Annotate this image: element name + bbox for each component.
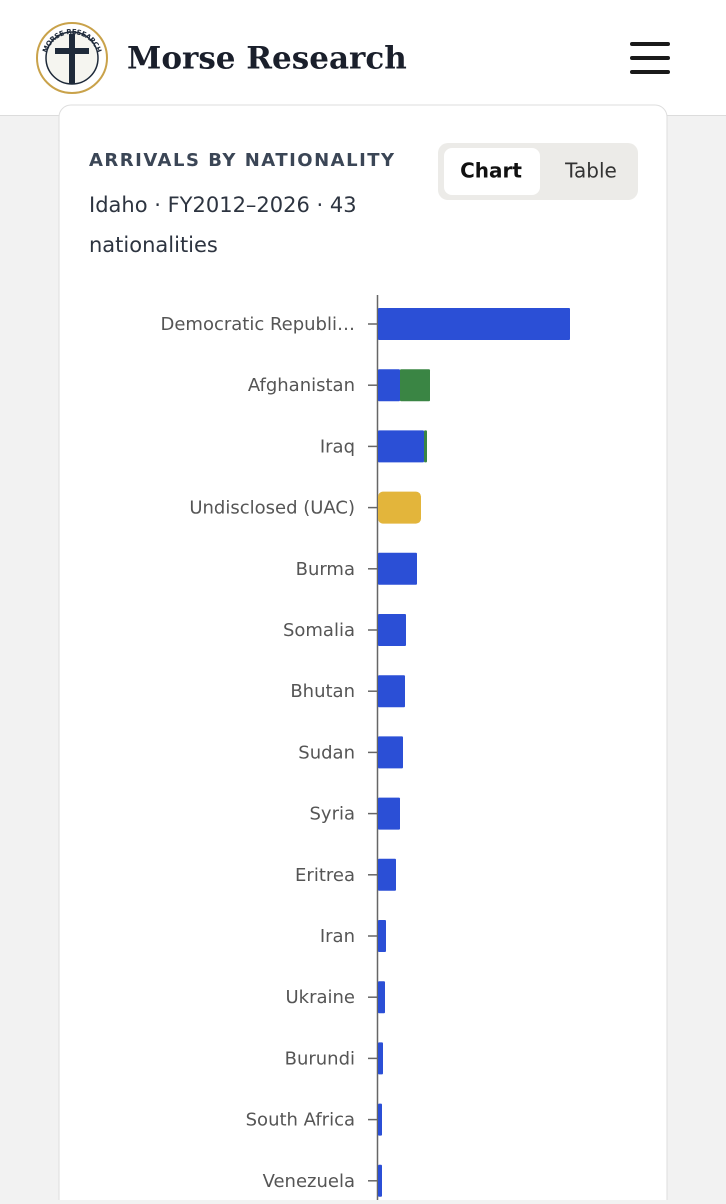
tab-active bbox=[444, 148, 540, 195]
bar bbox=[378, 858, 396, 891]
y-tick-label: Undisclosed (UAC) bbox=[189, 498, 355, 519]
y-tick-label: Democratic Republi… bbox=[160, 314, 355, 335]
logo-cross bbox=[55, 48, 89, 54]
bar bbox=[378, 614, 406, 646]
brand[interactable]: Morse Research bbox=[127, 41, 407, 77]
tab[interactable]: Table bbox=[564, 159, 617, 183]
bar bbox=[378, 920, 386, 952]
bar bbox=[378, 736, 403, 769]
y-tick-label: Afghanistan bbox=[248, 375, 355, 396]
tab[interactable]: Chart bbox=[460, 159, 522, 183]
bar bbox=[424, 430, 427, 463]
card bbox=[58, 104, 668, 1204]
bar bbox=[378, 981, 385, 1014]
bar bbox=[378, 1103, 382, 1136]
bar bbox=[378, 1164, 382, 1197]
y-tick-label: Sudan bbox=[298, 742, 355, 763]
menu-button[interactable] bbox=[630, 42, 670, 74]
logo[interactable]: MORSE RESEARCH bbox=[36, 22, 108, 94]
bar bbox=[378, 430, 424, 463]
y-tick-label: Bhutan bbox=[290, 681, 355, 702]
y-tick-label: Syria bbox=[309, 804, 355, 825]
bar bbox=[378, 491, 421, 524]
bar bbox=[378, 1042, 383, 1075]
logo-cross bbox=[69, 34, 75, 84]
y-tick-label: Ukraine bbox=[285, 987, 355, 1008]
y-tick-label: Burundi bbox=[285, 1048, 355, 1069]
y-tick-label: Iran bbox=[320, 926, 355, 947]
bar bbox=[378, 308, 570, 340]
y-tick-label: Burma bbox=[296, 559, 355, 580]
header bbox=[0, 0, 726, 115]
bar bbox=[378, 797, 400, 830]
bar bbox=[378, 369, 400, 402]
y-tick-label: Eritrea bbox=[295, 865, 355, 886]
chart-subtitle: Idaho · FY2012–2026 · 43 nationalities bbox=[89, 193, 357, 257]
bar bbox=[378, 675, 405, 708]
y-tick-label: Somalia bbox=[283, 620, 355, 641]
bar bbox=[400, 369, 430, 402]
y-tick-label: South Africa bbox=[246, 1110, 355, 1131]
chart-title: ARRIVALS BY NATIONALITY bbox=[89, 150, 396, 171]
bar bbox=[378, 552, 417, 585]
y-tick-label: Iraq bbox=[320, 436, 355, 457]
y-tick-label: Venezuela bbox=[263, 1171, 355, 1192]
